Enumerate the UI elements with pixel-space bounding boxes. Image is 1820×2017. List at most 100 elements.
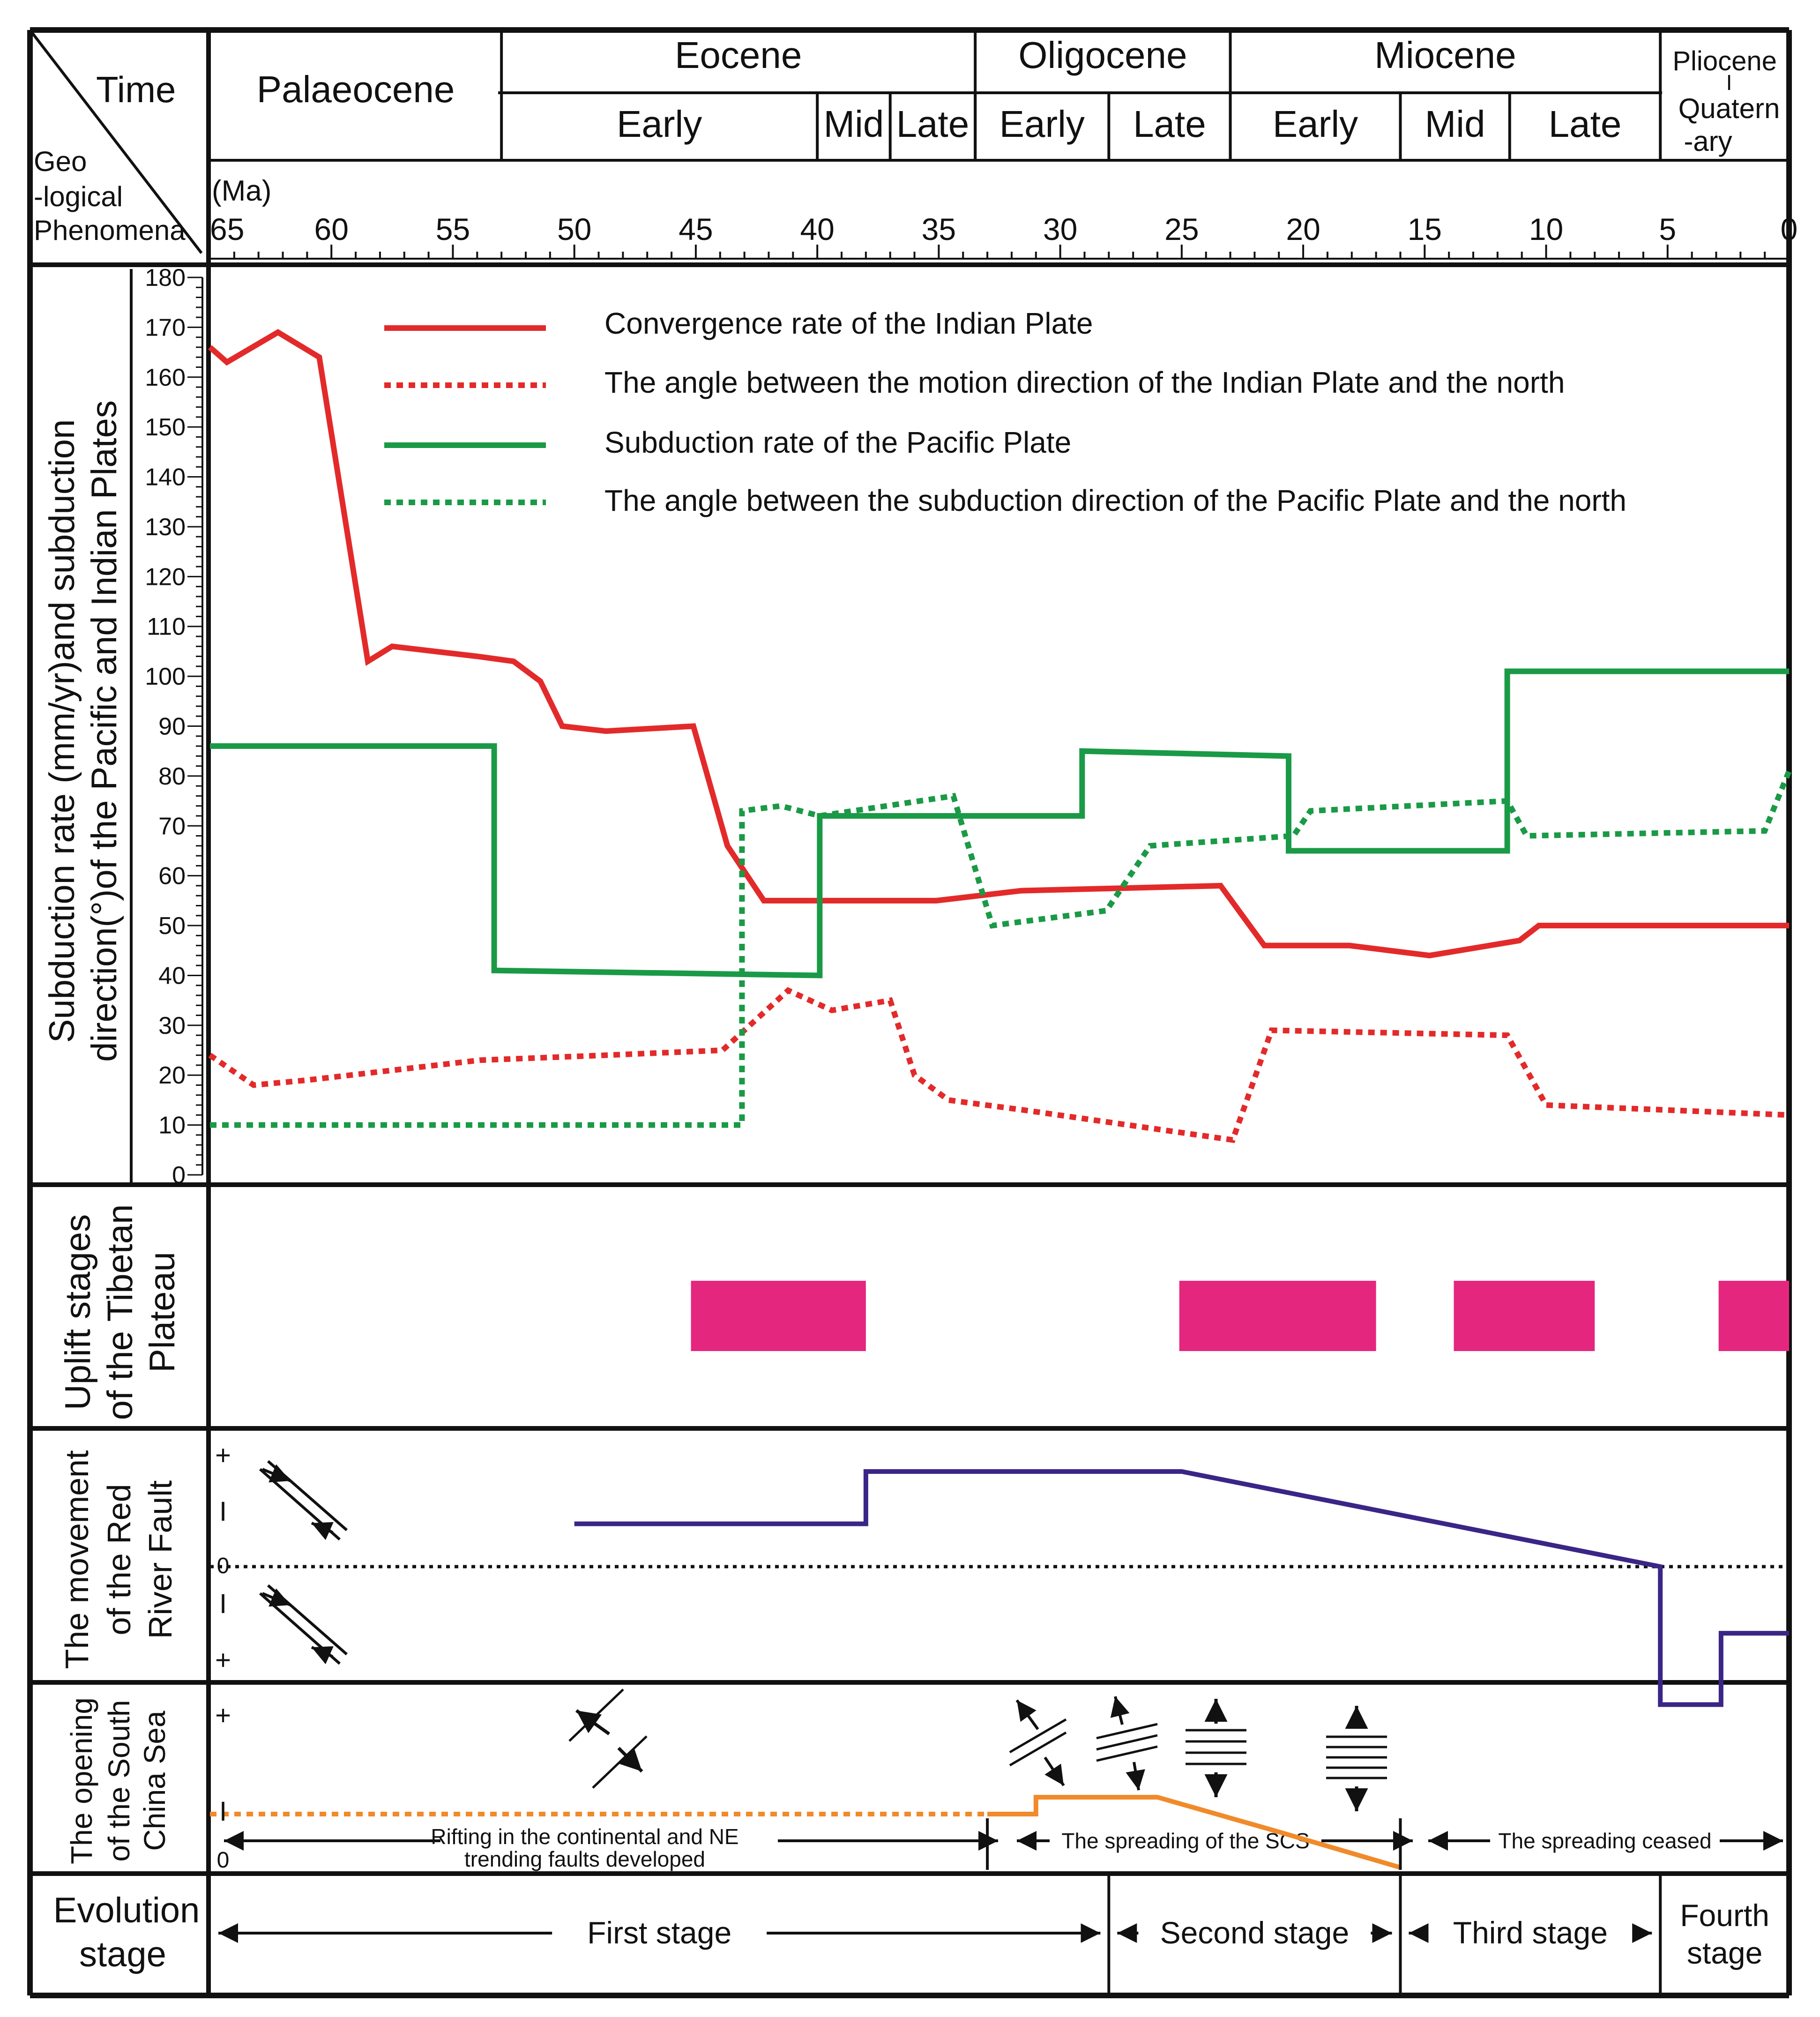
evolution-stage-label: Second stage (1160, 1915, 1350, 1950)
epoch-label: Palaeocene (257, 68, 455, 110)
scs-rifting-symbol-arrow (617, 1747, 643, 1773)
epoch-label: Miocene (1374, 34, 1516, 76)
fault-arrow (261, 1464, 291, 1483)
subepoch-label: Mid (1425, 103, 1485, 145)
scs-rifting-symbol (592, 1735, 648, 1789)
fault-symbol-line (267, 1584, 348, 1656)
y-tick-label: 60 (158, 863, 186, 890)
evolution-stage-label: stage (1687, 1935, 1762, 1970)
scs-spreading-symbol (1096, 1745, 1158, 1762)
scs-spreading-symbol-arrow (1015, 1699, 1039, 1730)
scs-spreading-symbol (1096, 1723, 1158, 1740)
subepoch-label: Early (1273, 103, 1358, 145)
time-label: Time (96, 69, 176, 110)
epoch-label: Oligocene (1018, 34, 1187, 76)
uplift-row-label-2: of the Tibetan (100, 1204, 140, 1420)
y-tick-label: 30 (158, 1012, 186, 1039)
scs-spreading-symbol-arrow (1044, 1756, 1065, 1786)
scs-axis-label: + (215, 1700, 231, 1731)
ma-tick-label: 40 (800, 212, 834, 247)
uplift-stage-bar (1718, 1281, 1789, 1351)
rates-row-label-2: direction(°)of the Pacific and Indian Pl… (84, 400, 124, 1062)
subepoch-label: Late (1549, 103, 1622, 145)
scs-rifting-symbol-arrow (575, 1709, 611, 1735)
quaternary-label-3: -ary (1684, 126, 1732, 157)
series-line-3 (210, 769, 1792, 1128)
fault-axis-label: 0 (217, 1554, 230, 1578)
fault-symbol-line (267, 1460, 348, 1531)
y-tick-label: 0 (172, 1162, 186, 1189)
uplift-stage-bar (1454, 1281, 1595, 1351)
scs-axis-label: 0 (217, 1848, 230, 1873)
ma-tick-label: 65 (210, 212, 244, 247)
scs-axis-label: I (219, 1796, 227, 1827)
ma-tick-label: 60 (314, 212, 349, 247)
uplift-row-label-1: Uplift stages (58, 1214, 98, 1410)
evolution-row-label-2: stage (79, 1935, 166, 1974)
evolution-stage-label: First stage (587, 1915, 731, 1950)
uplift-stage-bar (691, 1281, 866, 1351)
fault-row-label-1: The movement (59, 1450, 95, 1669)
fault-row-label-2: of the Red (101, 1484, 137, 1636)
scs-ceased-text: The spreading ceased (1498, 1829, 1711, 1853)
scs-row-label-2: of the South (102, 1700, 136, 1861)
geo-label-3: Phenomena (34, 215, 186, 246)
scs-spreading-symbol-arrow (1110, 1696, 1130, 1725)
ma-unit-label: (Ma) (212, 175, 271, 207)
ma-tick-label: 20 (1286, 212, 1320, 247)
scs-spreading-line (987, 1795, 1401, 1870)
fault-axis-label: + (215, 1645, 231, 1675)
fault-axis-label: I (219, 1496, 227, 1527)
ma-tick-label: 45 (679, 212, 713, 247)
evolution-row-label-1: Evolution (53, 1890, 200, 1930)
scs-rifting-text-1: Rifting in the continental and NE (431, 1824, 738, 1849)
y-tick-label: 180 (145, 264, 186, 291)
fault-row-label-3: River Fault (142, 1480, 179, 1639)
uplift-row-label-3: Plateau (142, 1252, 182, 1373)
series-line-2 (210, 668, 1789, 979)
fault-arrow (311, 1646, 334, 1665)
y-tick-label: 80 (158, 763, 186, 790)
y-tick-label: 20 (158, 1062, 186, 1089)
y-tick-label: 150 (145, 414, 186, 441)
epoch-label: Eocene (675, 34, 802, 76)
geo-label-1: Geo (34, 146, 87, 177)
scs-row-label-3: China Sea (138, 1711, 172, 1851)
header-diagonal-line (29, 29, 203, 254)
uplift-stage-bar (1179, 1281, 1376, 1351)
series-line-0 (208, 329, 1789, 958)
subepoch-label: Late (896, 103, 970, 145)
y-tick-label: 10 (158, 1112, 186, 1139)
y-tick-label: 160 (145, 364, 186, 391)
ma-tick-label: 30 (1043, 212, 1077, 247)
y-tick-label: 140 (145, 464, 186, 491)
geo-label-2: -logical (34, 181, 123, 212)
fault-axis-label: I (219, 1589, 227, 1619)
subepoch-label: Early (617, 103, 702, 145)
ma-tick-label: 55 (436, 212, 470, 247)
subepoch-label: Mid (823, 103, 884, 145)
series-line-1 (208, 987, 1790, 1143)
rates-row-label-1: Subduction rate (mm/yr)and subduction (42, 419, 82, 1043)
evolution-stage-label: Third stage (1453, 1915, 1608, 1950)
scs-rifting-symbol (568, 1688, 624, 1742)
scs-spreading-text: The spreading of the SCS (1061, 1829, 1309, 1853)
legend-label-pacific-angle: The angle between the subduction directi… (604, 484, 1626, 517)
fault-movement-line (574, 1469, 1789, 1707)
y-tick-label: 170 (145, 314, 186, 341)
quaternary-label-2: Quatern (1678, 93, 1780, 124)
scs-spreading-symbol (1009, 1718, 1067, 1754)
scs-rifting-text-2: trending faults developed (464, 1847, 705, 1871)
ma-tick-label: 15 (1408, 212, 1442, 247)
y-tick-label: 120 (145, 563, 186, 590)
subepoch-label: Early (1000, 103, 1085, 145)
scs-row-label-1: The opening (65, 1697, 98, 1864)
y-tick-label: 130 (145, 514, 186, 541)
legend-label-convergence: Convergence rate of the Indian Plate (604, 306, 1093, 340)
fault-axis-label: + (215, 1440, 231, 1471)
y-tick-label: 110 (147, 613, 186, 641)
ma-tick-label: 0 (1781, 212, 1798, 247)
scs-spreading-symbol-arrow (1126, 1762, 1145, 1791)
legend-label-indian-angle: The angle between the motion direction o… (604, 366, 1565, 399)
